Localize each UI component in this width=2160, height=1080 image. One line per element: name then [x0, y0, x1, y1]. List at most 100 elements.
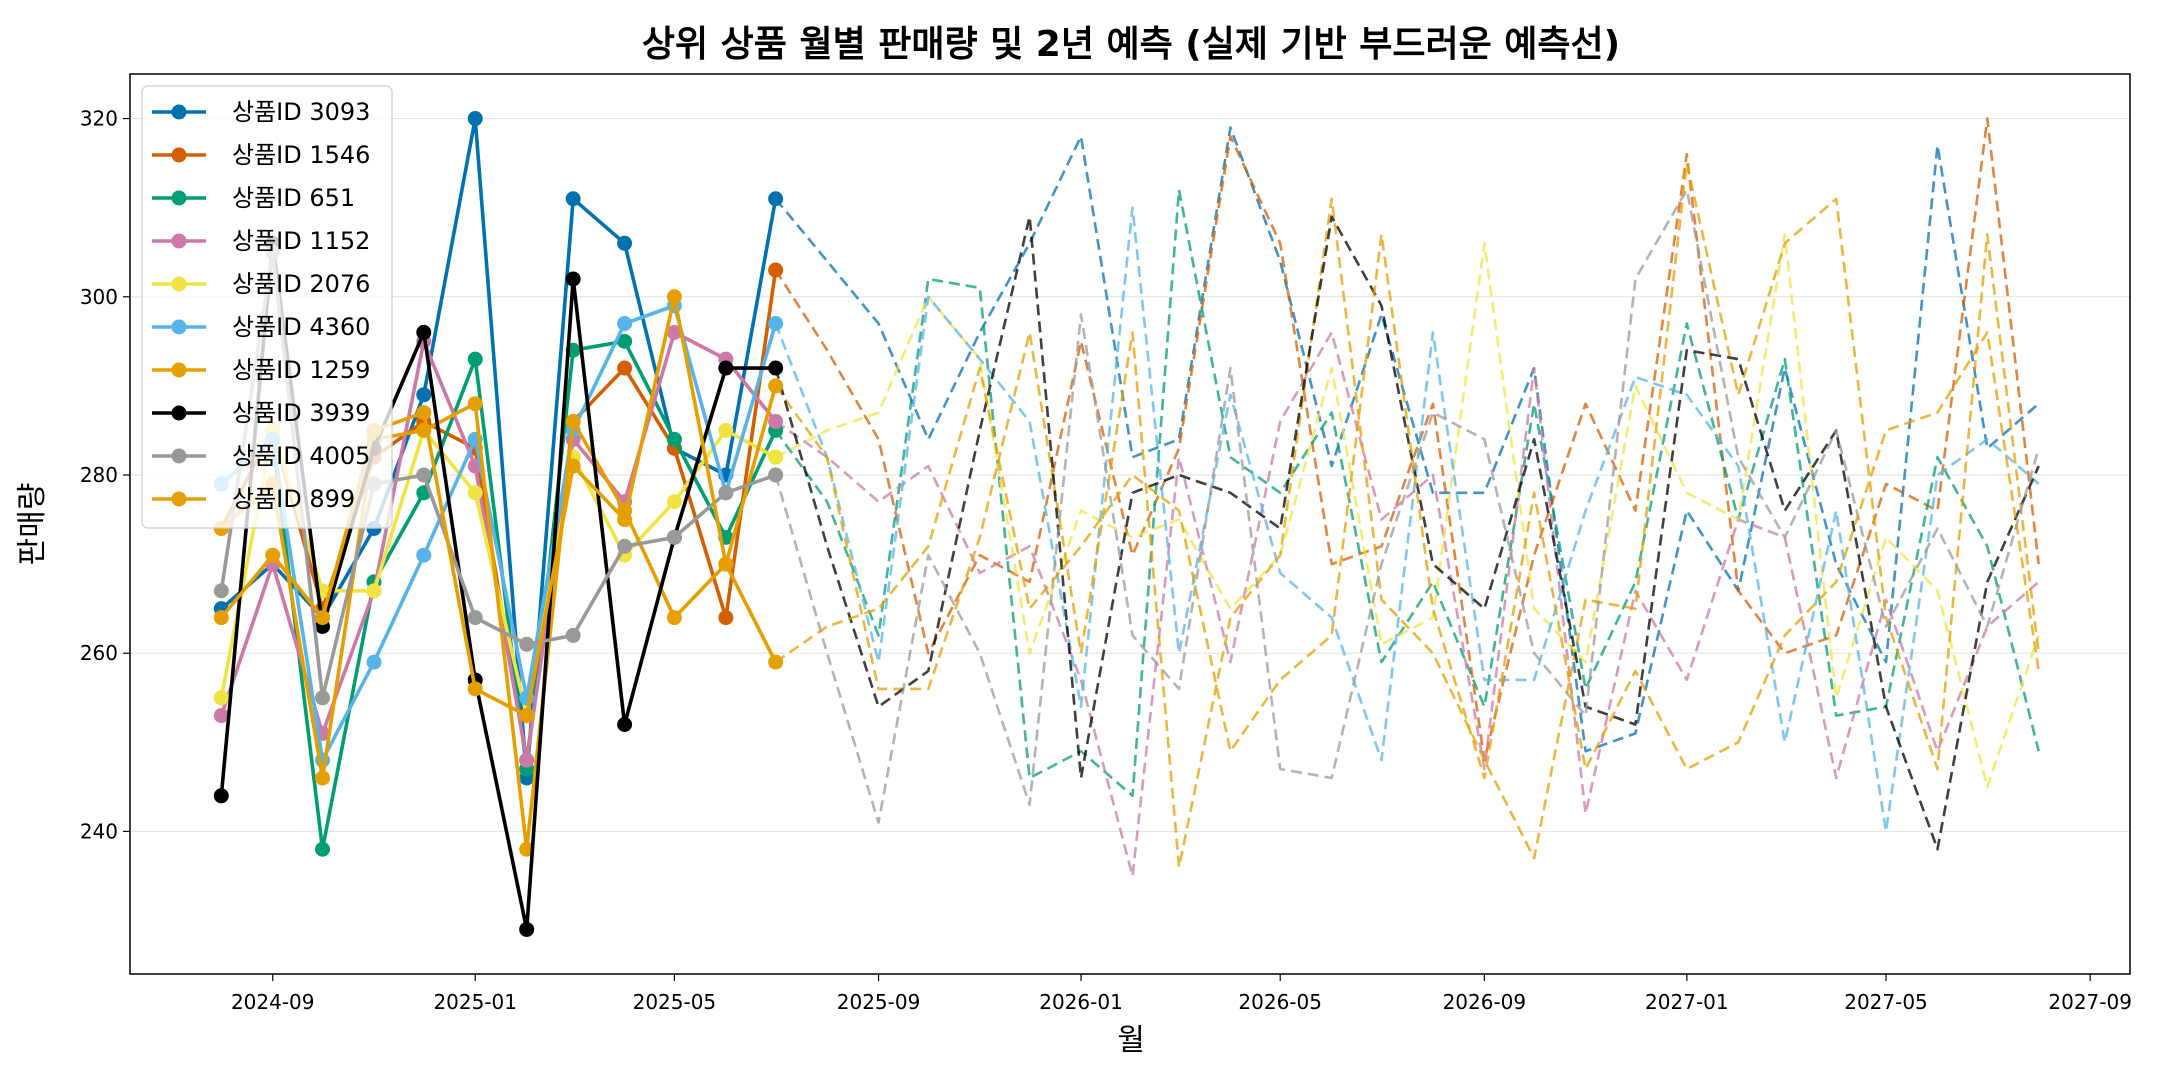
data-point-4-2025-07 [768, 414, 784, 430]
legend-label-1: 상품ID 3093 [232, 98, 370, 126]
data-point-8-2024-08 [213, 788, 229, 804]
y-tick-label-320: 320 [80, 107, 118, 131]
forecast-lines [774, 117, 2040, 878]
legend-marker-2 [171, 147, 187, 163]
x-tick-label-2027-05: 2027-05 [1844, 990, 1928, 1014]
legend-label-2: 상품ID 1546 [232, 141, 370, 169]
data-point-10-2025-06 [718, 556, 734, 572]
data-point-1-2025-03 [565, 191, 581, 207]
y-axis-ticks: 240 260 280 300 320 [80, 107, 130, 843]
grid-lines [130, 117, 2130, 833]
data-point-2-2025-06 [718, 610, 734, 626]
actual-line-7 [220, 385, 778, 852]
legend-marker-6 [171, 319, 187, 335]
chart-title: 상위 상품 월별 판매량 및 2년 예측 (실제 기반 부드러운 예측선) [642, 24, 1620, 65]
x-tick-label-2027-01: 2027-01 [1645, 990, 1729, 1014]
data-point-5-2025-06 [718, 422, 734, 438]
data-point-6-2025-07 [768, 316, 784, 332]
data-point-8-2024-12 [416, 324, 432, 340]
forecast-line-1 [774, 126, 2040, 753]
data-point-10-2025-04 [617, 512, 633, 528]
forecast-line-8 [774, 215, 2040, 851]
x-tick-label-2026-05: 2026-05 [1238, 990, 1322, 1014]
legend-marker-8 [171, 405, 187, 421]
data-point-4-2025-02 [519, 752, 535, 768]
data-point-10-2025-03 [565, 458, 581, 474]
data-point-10-2025-07 [768, 654, 784, 670]
data-point-9-2024-12 [416, 467, 432, 483]
legend: 상품ID 3093 상품ID 1546 상품ID 651 상품ID 1152 상품ID … [141, 85, 393, 529]
data-point-2-2025-07 [768, 262, 784, 278]
data-point-1-2025-07 [768, 191, 784, 207]
actual-line-10 [219, 294, 778, 718]
data-point-1-2025-04 [617, 235, 633, 251]
x-axis-ticks: 2024-09 2025-01 2025-05 2025-09 2026-01 2026-… [231, 974, 2132, 1014]
y-axis-label: 판매량 [15, 483, 50, 566]
actual-lines [213, 111, 784, 937]
legend-marker-10 [171, 491, 187, 507]
legend-label-10: 상품ID 899 [232, 485, 355, 513]
x-axis-label: 월 [1117, 1023, 1145, 1058]
data-point-9-2025-04 [617, 538, 633, 554]
x-tick-label-2027-09: 2027-09 [2048, 990, 2132, 1014]
legend-marker-7 [171, 362, 187, 378]
data-point-9-2024-08 [213, 583, 229, 599]
data-point-5-2024-08 [213, 690, 229, 706]
data-point-8-2025-03 [565, 271, 581, 287]
legend-label-9: 상품ID 4005 [232, 442, 370, 470]
data-point-9-2025-02 [519, 636, 535, 652]
data-point-2-2025-04 [617, 360, 633, 376]
data-point-3-2025-01 [467, 351, 483, 367]
actual-line-9 [219, 250, 777, 700]
data-point-5-2025-01 [467, 485, 483, 501]
data-point-5-2025-05 [666, 494, 682, 510]
legend-marker-1 [171, 104, 187, 120]
legend-label-6: 상품ID 4360 [232, 313, 370, 341]
data-point-7-2025-05 [666, 610, 682, 626]
data-point-6-2024-11 [366, 654, 382, 670]
x-tick-label-2024-09: 2024-09 [231, 990, 315, 1014]
legend-marker-9 [171, 448, 187, 464]
data-point-10-2024-10 [315, 610, 331, 626]
data-point-10-2025-02 [519, 708, 535, 724]
legend-label-7: 상품ID 1259 [232, 356, 370, 384]
data-point-9-2024-10 [315, 690, 331, 706]
data-point-10-2025-05 [666, 289, 682, 305]
data-point-7-2024-10 [315, 770, 331, 786]
forecast-line-2 [774, 117, 2040, 762]
forecast-line-7 [774, 161, 2040, 869]
x-tick-label-2026-09: 2026-09 [1443, 990, 1527, 1014]
data-point-4-2024-08 [213, 708, 229, 724]
x-tick-label-2026-01: 2026-01 [1039, 990, 1123, 1014]
data-point-3-2024-10 [315, 841, 331, 857]
y-tick-label-300: 300 [80, 285, 118, 309]
data-point-8-2025-06 [718, 360, 734, 376]
data-point-3-2025-04 [617, 333, 633, 349]
forecast-line-4 [774, 331, 2040, 878]
data-point-9-2025-03 [565, 627, 581, 643]
data-point-9-2025-05 [666, 529, 682, 545]
data-point-8-2025-04 [617, 716, 633, 732]
data-point-7-2025-07 [768, 378, 784, 394]
plot-area-frame [129, 73, 2131, 975]
actual-line-8 [219, 241, 776, 932]
legend-marker-4 [171, 233, 187, 249]
data-point-6-2024-12 [416, 547, 432, 563]
legend-label-4: 상품ID 1152 [232, 227, 370, 255]
data-point-7-2025-01 [467, 396, 483, 412]
data-point-1-2024-12 [416, 387, 432, 403]
legend-marker-5 [171, 276, 187, 292]
data-point-8-2025-07 [768, 360, 784, 376]
data-point-7-2025-03 [565, 414, 581, 430]
y-tick-label-240: 240 [80, 819, 118, 843]
forecast-line-5 [774, 233, 2040, 789]
x-tick-label-2025-05: 2025-05 [633, 990, 717, 1014]
x-tick-label-2025-09: 2025-09 [837, 990, 921, 1014]
data-point-5-2025-07 [768, 449, 784, 465]
y-tick-label-280: 280 [80, 463, 118, 487]
data-point-8-2025-02 [519, 921, 535, 937]
data-point-10-2024-08 [213, 610, 229, 626]
legend-marker-3 [171, 190, 187, 206]
x-tick-label-2025-01: 2025-01 [433, 990, 517, 1014]
